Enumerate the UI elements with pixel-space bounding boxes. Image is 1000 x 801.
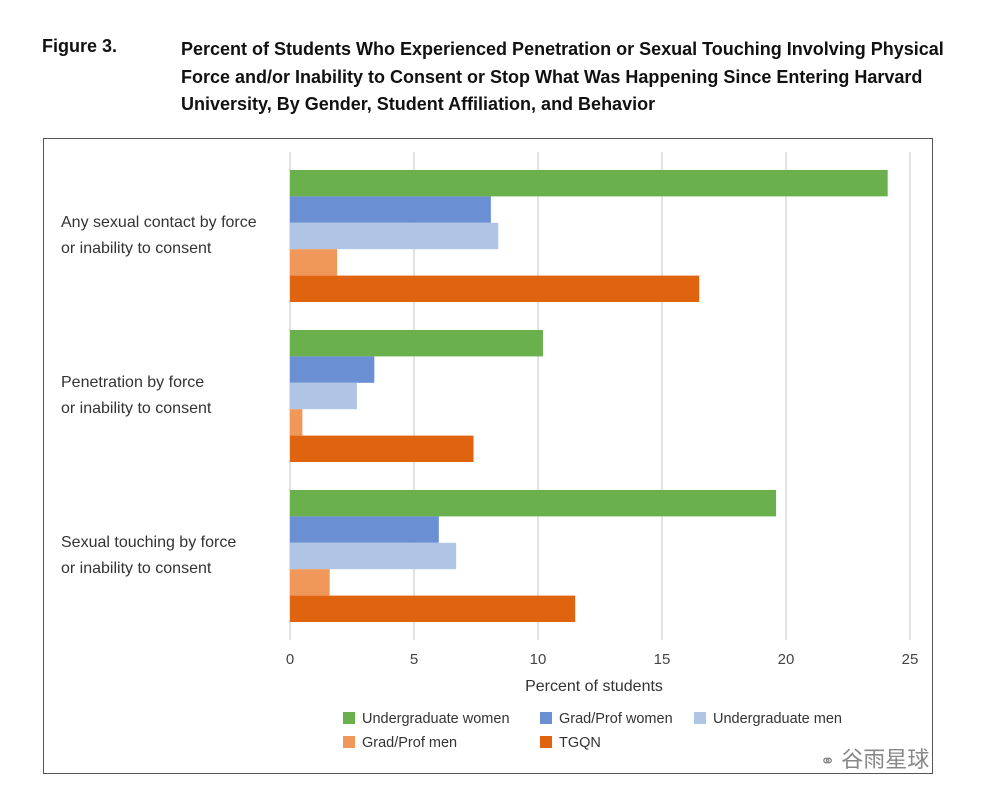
legend-label: Undergraduate women — [362, 711, 510, 727]
legend-label: Grad/Prof men — [362, 735, 457, 751]
x-axis-title: Percent of students — [525, 678, 663, 695]
bar — [290, 409, 303, 436]
chart-frame — [43, 138, 933, 774]
x-tick-label: 5 — [410, 651, 418, 668]
bar — [290, 330, 543, 357]
x-tick-label: 20 — [778, 651, 795, 668]
category-label: or inability to consent — [61, 560, 212, 577]
bar — [290, 196, 491, 223]
category-label: Sexual touching by force — [61, 534, 236, 551]
x-tick-label: 0 — [286, 651, 294, 668]
bar — [290, 249, 338, 276]
bar — [290, 516, 439, 543]
category-label: Penetration by force — [61, 374, 204, 391]
bar — [290, 490, 777, 517]
bar — [290, 569, 330, 596]
legend-swatch — [343, 736, 355, 748]
x-tick-label: 15 — [654, 651, 671, 668]
legend-swatch — [694, 712, 706, 724]
x-tick-label: 10 — [530, 651, 547, 668]
bar — [290, 222, 499, 250]
category-label: or inability to consent — [61, 400, 212, 417]
bar — [290, 382, 357, 410]
category-label: Any sexual contact by force — [61, 214, 257, 231]
bar — [290, 595, 576, 622]
figure-title: Percent of Students Who Experienced Pene… — [181, 39, 944, 114]
bar — [290, 170, 888, 197]
category-label: or inability to consent — [61, 240, 212, 257]
figure-label: Figure 3. — [42, 36, 118, 56]
legend-label: TGQN — [559, 735, 601, 751]
x-tick-label: 25 — [902, 651, 919, 668]
watermark: ⚭ 谷雨星球 — [820, 742, 929, 774]
bar — [290, 275, 700, 302]
legend-swatch — [343, 712, 355, 724]
legend-swatch — [540, 736, 552, 748]
watermark-text: 谷雨星球 — [841, 747, 930, 772]
legend-label: Undergraduate men — [713, 711, 842, 727]
bar — [290, 542, 457, 570]
bar — [290, 435, 474, 462]
wechat-icon: ⚭ — [820, 751, 836, 771]
bar — [290, 356, 375, 383]
legend-swatch — [540, 712, 552, 724]
legend-label: Grad/Prof women — [559, 711, 673, 727]
